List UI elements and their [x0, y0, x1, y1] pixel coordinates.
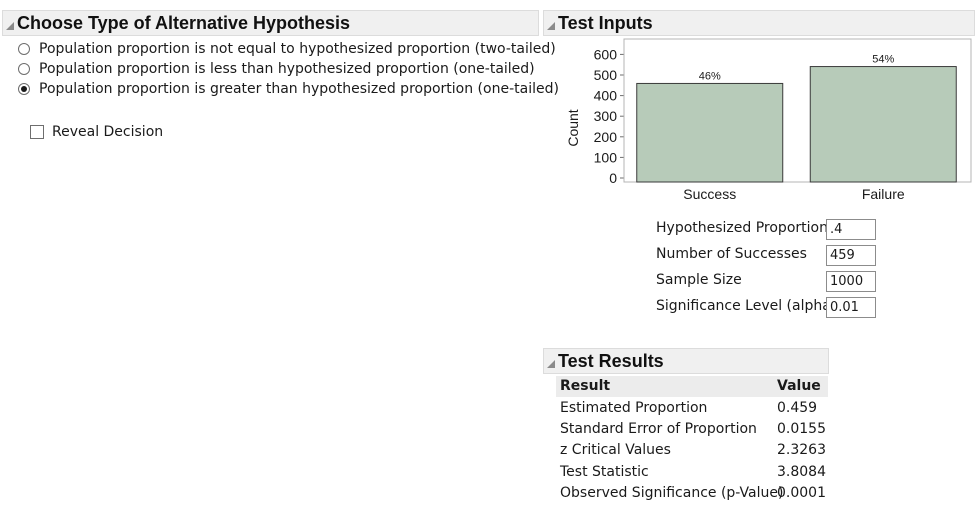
results-row: Estimated Proportion 0.459 — [556, 398, 828, 419]
input-field[interactable]: 0.01 — [826, 297, 876, 318]
results-row: Test Statistic 3.8084 — [556, 462, 828, 483]
input-label: Significance Level (alpha) — [656, 298, 837, 314]
reveal-decision-checkbox-row[interactable]: Reveal Decision — [30, 124, 163, 140]
y-axis-label: Count — [565, 109, 581, 146]
radio-option-two-tailed[interactable]: Population proportion is not equal to hy… — [18, 39, 556, 59]
hypothesis-title: Choose Type of Alternative Hypothesis — [17, 12, 351, 33]
input-label: Sample Size — [656, 272, 742, 288]
radio-label: Population proportion is less than hypot… — [39, 61, 535, 77]
input-field[interactable]: 459 — [826, 245, 876, 266]
collapse-triangle-icon[interactable] — [547, 22, 555, 30]
result-value: 0.0001 — [777, 484, 826, 501]
result-name: Estimated Proportion — [560, 400, 708, 416]
bar-chart: Count 0 100 200 300 400 500 600 46% 54% Success… — [565, 38, 972, 202]
collapse-triangle-icon[interactable] — [6, 22, 14, 30]
radio-option-less-than[interactable]: Population proportion is less than hypot… — [18, 59, 535, 79]
reveal-decision-checkbox[interactable] — [30, 125, 44, 139]
result-value: 2.3263 — [777, 442, 826, 459]
input-label: Number of Successes — [656, 246, 807, 262]
result-name: Test Statistic — [560, 463, 649, 480]
result-name: Observed Significance (p-Value) — [560, 484, 784, 501]
result-value: 3.8084 — [777, 463, 826, 480]
result-value: 0.0155 — [777, 421, 826, 438]
input-label: Hypothesized Proportion — [656, 220, 828, 236]
radio-button-icon[interactable] — [18, 63, 30, 75]
input-field[interactable]: .4 — [826, 219, 876, 240]
radio-label: Population proportion is not equal to hy… — [39, 41, 556, 57]
y-tick-label: 500 — [594, 67, 618, 83]
collapse-triangle-icon[interactable] — [547, 360, 555, 368]
x-tick-label: Failure — [862, 186, 905, 202]
y-tick-label: 0 — [609, 170, 617, 186]
bar-failure[interactable] — [809, 66, 957, 183]
results-header-result: Result — [560, 378, 611, 394]
x-tick-label: Success — [683, 186, 736, 202]
reveal-decision-label: Reveal Decision — [52, 124, 164, 140]
y-tick-label: 600 — [594, 46, 618, 62]
test-inputs-outline-header[interactable]: Test Inputs — [543, 10, 975, 36]
y-tick-label: 200 — [594, 129, 618, 145]
results-row: Observed Significance (p-Value) 0.0001 — [556, 483, 828, 504]
results-header-row: Result Value — [556, 376, 828, 397]
y-tick-label: 400 — [594, 88, 618, 104]
input-field[interactable]: 1000 — [826, 271, 876, 292]
result-name: Standard Error of Proportion — [560, 421, 757, 438]
test-results-outline-header[interactable]: Test Results — [543, 348, 829, 374]
bar-data-label: 54% — [872, 54, 894, 66]
bar-data-label: 46% — [699, 70, 721, 82]
y-tick-label: 100 — [594, 149, 618, 165]
radio-button-icon[interactable] — [18, 43, 30, 55]
radio-label: Population proportion is greater than hy… — [39, 81, 559, 97]
test-inputs-title: Test Inputs — [558, 12, 653, 33]
result-name: z Critical Values — [560, 442, 671, 459]
hypothesis-outline-header[interactable]: Choose Type of Alternative Hypothesis — [2, 10, 539, 36]
results-row: Standard Error of Proportion 0.0155 — [556, 419, 828, 440]
results-row: z Critical Values 2.3263 — [556, 440, 828, 461]
results-header-value: Value — [777, 378, 821, 394]
test-results-title: Test Results — [558, 350, 664, 371]
result-value: 0.459 — [777, 400, 818, 416]
radio-button-selected-icon[interactable] — [18, 83, 30, 95]
y-tick-label: 300 — [594, 108, 618, 124]
radio-option-greater-than[interactable]: Population proportion is greater than hy… — [18, 79, 559, 99]
bar-success[interactable] — [636, 82, 784, 183]
